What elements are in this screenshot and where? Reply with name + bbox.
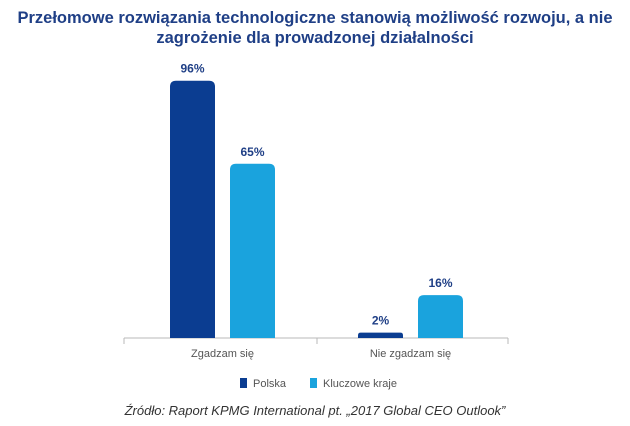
- legend-swatch-kluczowe-kraje: [310, 378, 317, 388]
- bar-kluczowe-kraje-nie-zgadzam: [418, 295, 463, 338]
- source-note: Źródło: Raport KPMG International pt. „2…: [124, 403, 506, 418]
- bar-polska-nie-zgadzam: [358, 332, 403, 338]
- chart-title-line-2: zagrożenie dla prowadzonej działalności: [156, 29, 474, 47]
- category-label-zgadzam: Zgadzam się: [191, 348, 254, 360]
- bar-polska-zgadzam: [170, 80, 215, 338]
- data-label-kluczowe-kraje-nie-zgadzam: 16%: [428, 276, 452, 290]
- legend-label-kluczowe-kraje: Kluczowe kraje: [323, 378, 397, 390]
- category-label-nie-zgadzam: Nie zgadzam się: [370, 348, 451, 360]
- chart-title: Przełomowe rozwiązania technologiczne st…: [10, 8, 620, 48]
- data-label-polska-nie-zgadzam: 2%: [372, 314, 390, 328]
- data-label-polska-zgadzam: 96%: [180, 62, 204, 76]
- bar-kluczowe-kraje-zgadzam: [230, 163, 275, 338]
- legend-label-polska: Polska: [253, 378, 287, 390]
- chart-title-line-1: Przełomowe rozwiązania technologiczne st…: [17, 9, 613, 27]
- legend-swatch-polska: [240, 378, 247, 388]
- data-label-kluczowe-kraje-zgadzam: 65%: [240, 145, 264, 159]
